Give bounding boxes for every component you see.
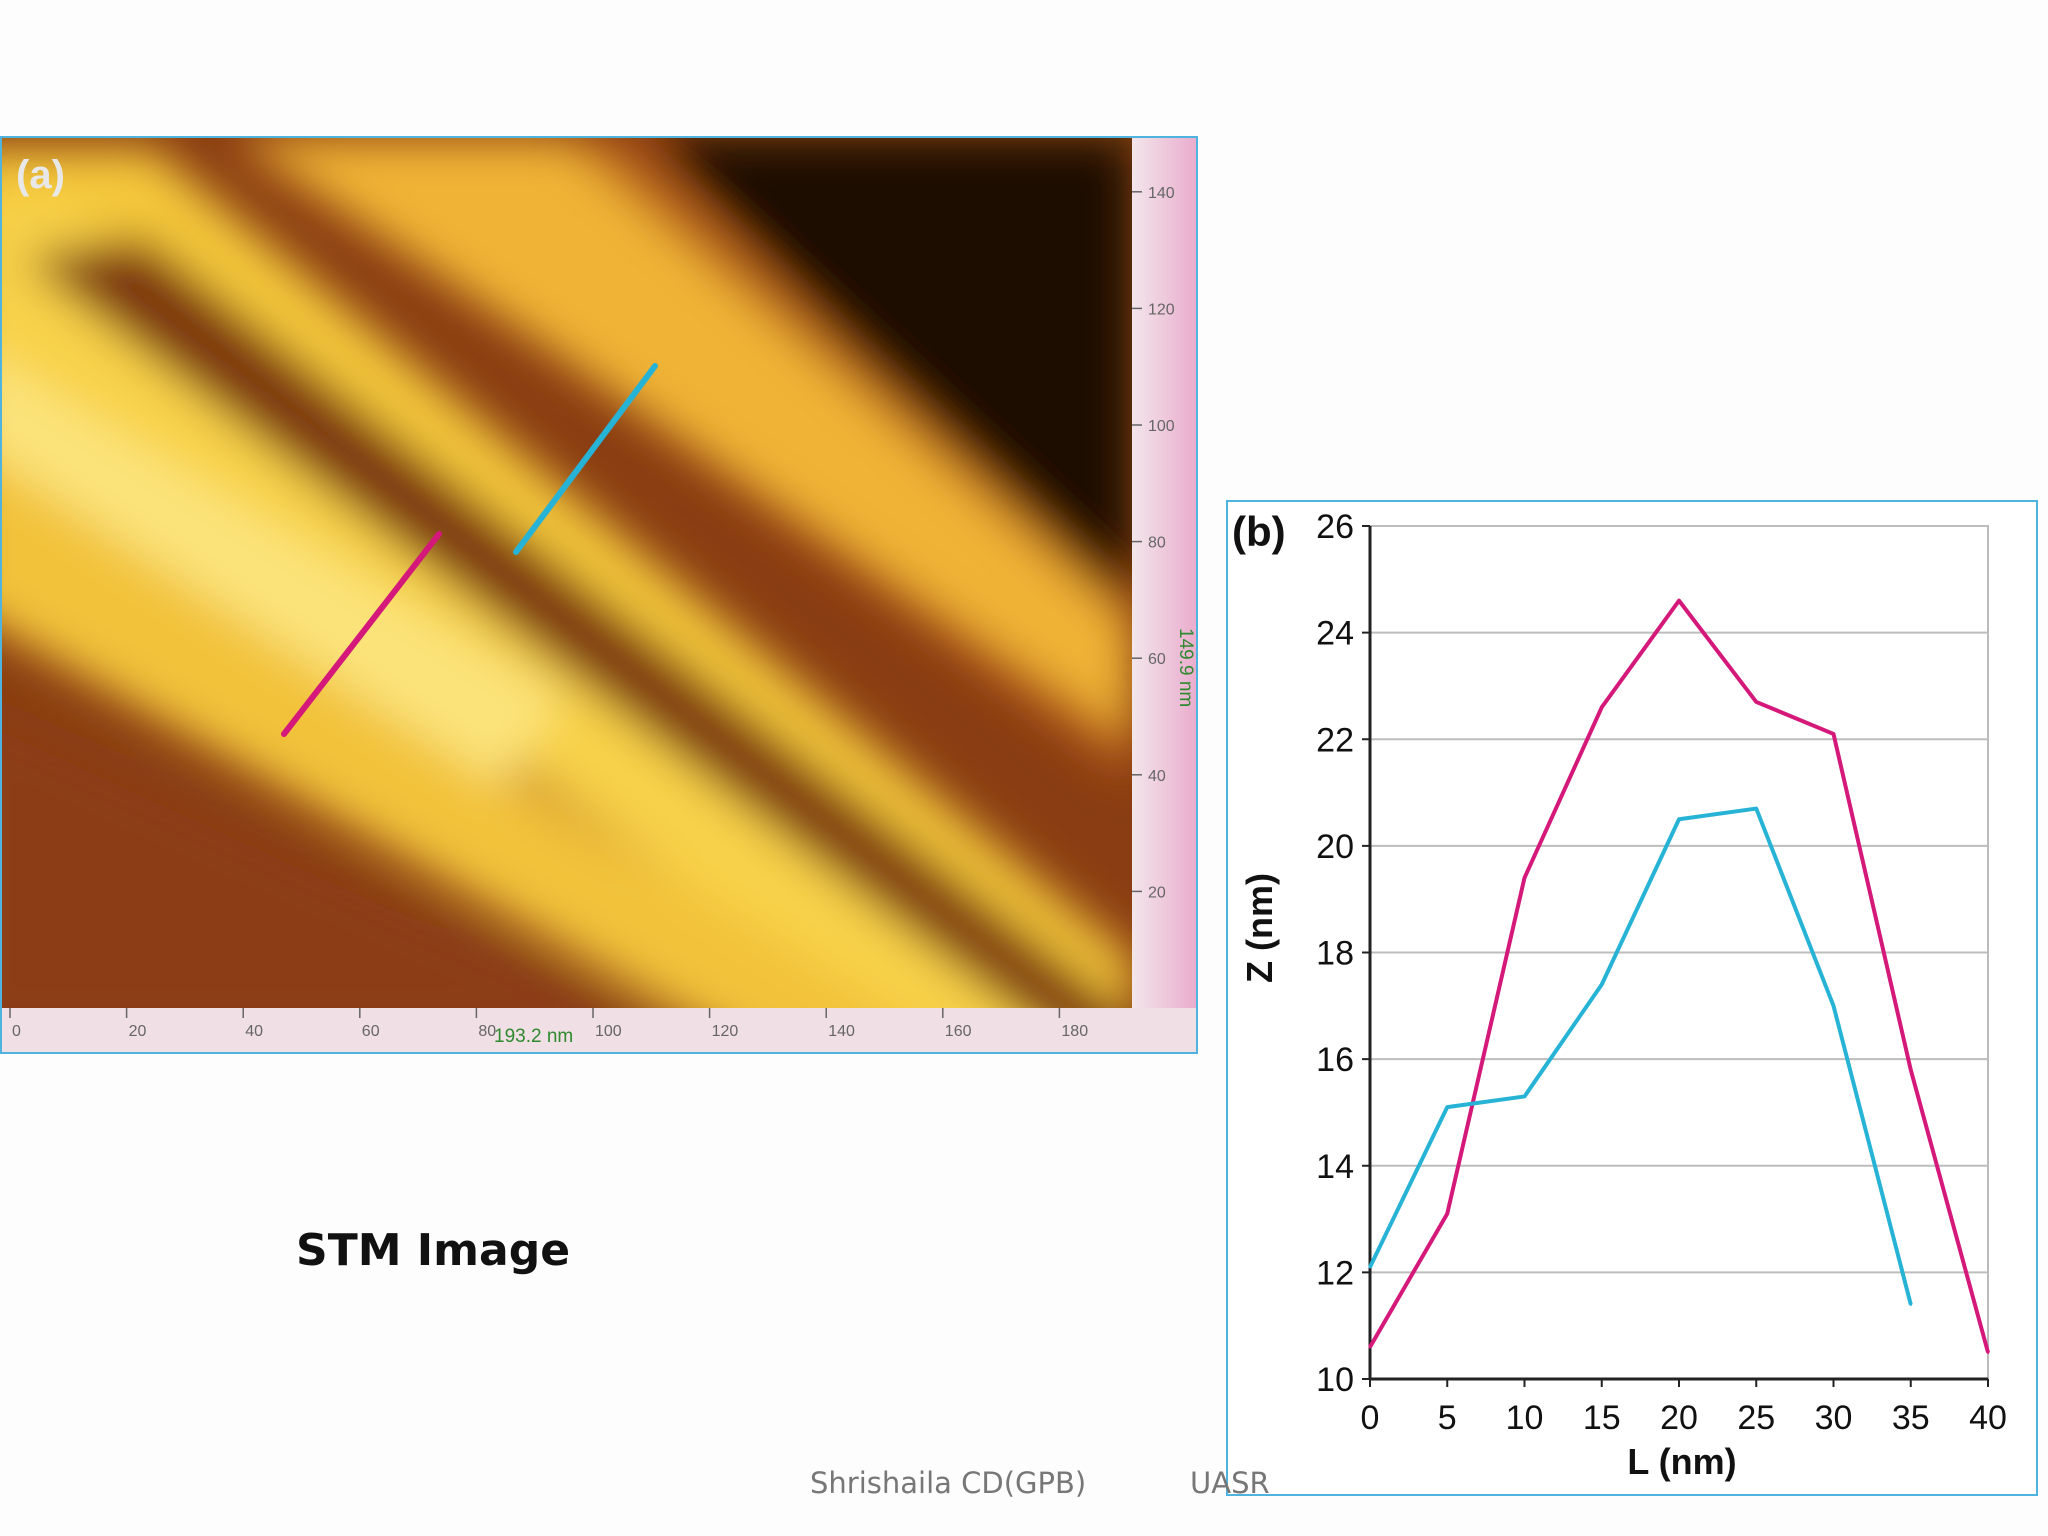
y-tick-label: 18 — [1316, 935, 1354, 973]
stm-y-tick-label: 120 — [1148, 301, 1175, 318]
cross-section-line-cyan — [513, 363, 658, 555]
stm-image: (a) 0 20 40 60 80 100 120 140 160 180 20 40 60 80 100… — [2, 138, 1196, 1052]
series-line-2 — [1368, 806, 1913, 1305]
x-tick-label: 5 — [1438, 1399, 1457, 1437]
stm-x-tick-label: 180 — [1061, 1023, 1088, 1040]
x-tick-label: 40 — [1969, 1399, 2007, 1437]
series-2-point — [1368, 1265, 1372, 1269]
x-axis-label: L (nm) — [1627, 1441, 1736, 1482]
series-1-point — [1677, 599, 1681, 603]
y-tick-label: 22 — [1316, 721, 1354, 759]
x-axis: 0 5 10 15 20 25 30 35 40 — [1361, 1377, 2007, 1437]
series-2-point — [1600, 982, 1604, 986]
cross-section-line-magenta — [281, 531, 442, 737]
x-tick-label: 25 — [1737, 1399, 1775, 1437]
series-1-point — [1600, 705, 1604, 709]
stm-y-tick-label: 100 — [1148, 418, 1175, 435]
stm-image-caption: STM Image — [296, 1225, 571, 1276]
x-tick-label: 10 — [1506, 1399, 1544, 1437]
panel-label-b: (b) — [1232, 508, 1286, 555]
stm-image-panel: (a) 0 20 40 60 80 100 120 140 160 180 20 40 60 80 100… — [0, 136, 1198, 1054]
series-2-point — [1523, 1094, 1526, 1098]
stm-y-tick-label: 80 — [1148, 535, 1166, 552]
series-1-point — [1986, 1350, 1990, 1354]
footer-author: Shrishaila CD(GPB) — [810, 1466, 1087, 1500]
stm-y-tick-label: 140 — [1148, 185, 1175, 202]
stm-x-tick-label: 140 — [828, 1023, 855, 1040]
x-tick-label: 20 — [1660, 1399, 1698, 1437]
stm-x-tick-label: 120 — [712, 1023, 739, 1040]
height-profile-panel: (b) 10 12 14 16 18 20 22 24 26 0 5 10 15 20 25 30 35 40 … — [1226, 500, 2038, 1496]
y-tick-label: 10 — [1316, 1361, 1354, 1399]
y-axis-label: Z (nm) — [1239, 873, 1280, 983]
stm-x-tick-label: 40 — [245, 1023, 263, 1040]
x-tick-label: 0 — [1361, 1399, 1380, 1437]
y-tick-label: 20 — [1316, 828, 1354, 866]
series-1-point — [1832, 732, 1835, 736]
y-tick-label: 26 — [1316, 508, 1354, 546]
x-tick-label: 15 — [1583, 1399, 1621, 1437]
stm-y-axis: 20 40 60 80 100 120 140 — [1132, 185, 1175, 901]
series-2-point — [1677, 817, 1681, 821]
y-tick-label: 14 — [1316, 1148, 1354, 1186]
x-tick-label: 35 — [1892, 1399, 1930, 1437]
y-tick-label: 24 — [1316, 615, 1354, 653]
series-1-point — [1368, 1345, 1372, 1349]
series-2-point — [1832, 1004, 1835, 1008]
chart-series — [1368, 598, 1990, 1354]
stm-x-tick-label: 20 — [129, 1023, 147, 1040]
stm-x-tick-label: 60 — [362, 1023, 380, 1040]
stm-x-axis: 0 20 40 60 80 100 120 140 160 180 — [9, 1008, 1088, 1040]
stm-x-axis-label: 193.2 nm — [494, 1026, 573, 1047]
series-2-point — [1754, 807, 1758, 811]
series-1-point — [1523, 876, 1526, 880]
series-1-point — [1909, 1068, 1913, 1072]
stm-x-tick-label: 0 — [12, 1023, 21, 1040]
stm-y-tick-label: 40 — [1148, 768, 1166, 785]
series-1-point — [1445, 1212, 1449, 1216]
stm-x-tick-label: 80 — [478, 1023, 496, 1040]
y-tick-label: 16 — [1316, 1041, 1354, 1079]
stm-y-axis-label: 149.9 nm — [1175, 628, 1196, 707]
series-2-point — [1909, 1302, 1913, 1306]
stm-y-tick-label: 60 — [1148, 651, 1166, 668]
y-tick-label: 12 — [1316, 1254, 1354, 1292]
series-2-point — [1445, 1105, 1449, 1109]
stm-y-tick-label: 20 — [1148, 884, 1166, 901]
footer-org: UASR — [1190, 1466, 1270, 1500]
panel-label-a: (a) — [16, 153, 65, 197]
y-axis: 10 12 14 16 18 20 22 24 26 — [1316, 508, 1372, 1399]
stm-x-tick-label: 160 — [945, 1023, 972, 1040]
series-1-point — [1754, 700, 1758, 704]
stm-x-tick-label: 100 — [595, 1023, 622, 1040]
x-tick-label: 30 — [1815, 1399, 1853, 1437]
